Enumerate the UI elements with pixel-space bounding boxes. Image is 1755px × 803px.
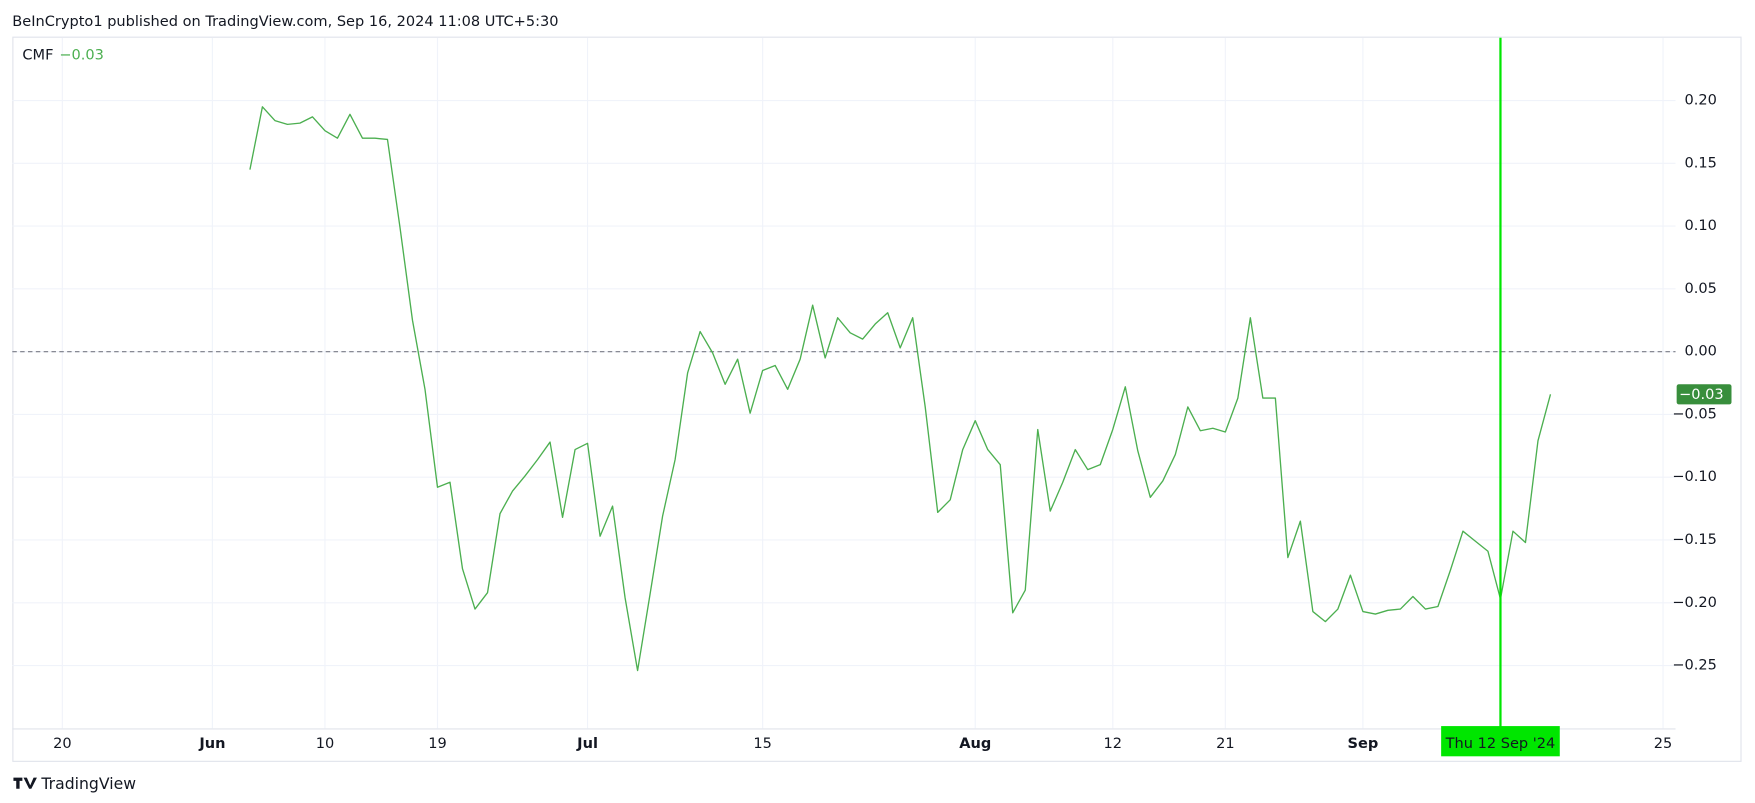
y-tick-label: −0.20 [1672, 594, 1717, 611]
x-tick-label: 19 [428, 735, 447, 752]
x-tick-label: Aug [959, 735, 991, 752]
indicator-name: CMF [22, 47, 53, 64]
y-tick-label: 0.05 [1685, 280, 1717, 297]
x-tick-label: 12 [1104, 735, 1123, 752]
y-tick-label: −0.10 [1672, 468, 1717, 485]
brand-name: TradingView [40, 774, 136, 793]
x-tick-label: 20 [53, 735, 72, 752]
y-tick-label: 0.10 [1685, 217, 1717, 234]
y-tick-label: −0.25 [1672, 657, 1717, 674]
crosshair-label: Thu 12 Sep '24 [1445, 735, 1556, 752]
x-tick-label: Jun [198, 735, 225, 752]
y-tick-label: −0.05 [1672, 405, 1717, 422]
grid-layer [12, 37, 1676, 729]
publish-caption: BeInCrypto1 published on TradingView.com… [12, 13, 558, 30]
y-tick-label: −0.15 [1672, 531, 1717, 548]
brand-icon [13, 777, 37, 789]
y-tick-label: 0.15 [1685, 154, 1717, 171]
last-value-label: −0.03 [1679, 386, 1724, 403]
x-tick-label: 25 [1654, 735, 1673, 752]
chart-frame [12, 36, 1742, 762]
indicator-value: −0.03 [59, 47, 104, 64]
background [0, 3, 1755, 800]
cmf-line [249, 106, 1552, 672]
last-value-badge [1676, 384, 1732, 405]
x-tick-label: 21 [1216, 735, 1235, 752]
x-tick-label: Jul [576, 735, 598, 752]
y-tick-label: 0.00 [1685, 343, 1717, 360]
y-tick-label: 0.20 [1685, 92, 1717, 109]
brand-logo [13, 777, 37, 789]
x-tick-label: Sep [1348, 735, 1379, 752]
x-tick-label: 15 [753, 735, 772, 752]
mark-layer [249, 106, 1552, 672]
crosshair-badge [1441, 726, 1560, 757]
x-tick-label: 10 [316, 735, 335, 752]
